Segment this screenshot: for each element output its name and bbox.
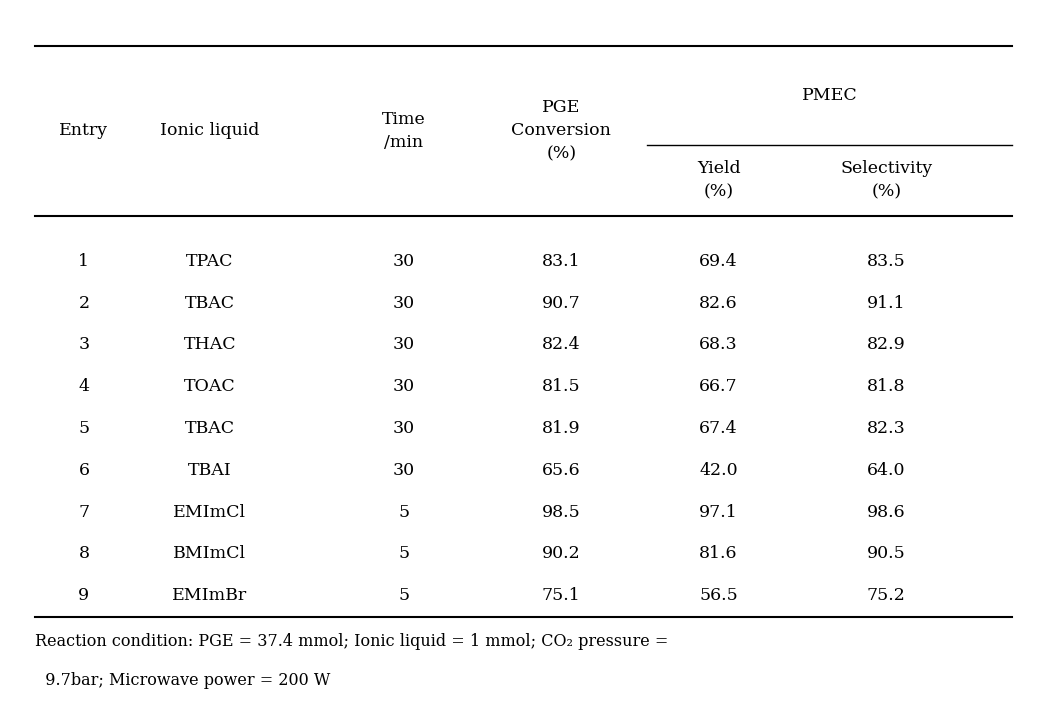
Text: 6: 6: [79, 462, 89, 479]
Text: 82.6: 82.6: [700, 295, 737, 312]
Text: 5: 5: [399, 587, 409, 604]
Text: TBAI: TBAI: [188, 462, 232, 479]
Text: Reaction condition: PGE = 37.4 mmol; Ionic liquid = 1 mmol; CO₂ pressure =: Reaction condition: PGE = 37.4 mmol; Ion…: [35, 633, 668, 650]
Text: Ionic liquid: Ionic liquid: [160, 122, 259, 139]
Text: 42.0: 42.0: [700, 462, 737, 479]
Text: 7: 7: [79, 503, 89, 520]
Text: 5: 5: [399, 503, 409, 520]
Text: 90.7: 90.7: [542, 295, 580, 312]
Text: 9: 9: [79, 587, 89, 604]
Text: 64.0: 64.0: [868, 462, 905, 479]
Text: 90.5: 90.5: [868, 545, 905, 562]
Text: 75.2: 75.2: [866, 587, 906, 604]
Text: TOAC: TOAC: [184, 378, 236, 395]
Text: 81.5: 81.5: [542, 378, 580, 395]
Text: 83.5: 83.5: [868, 253, 905, 270]
Text: 67.4: 67.4: [700, 420, 737, 437]
Text: 81.6: 81.6: [700, 545, 737, 562]
Text: Entry: Entry: [60, 122, 108, 139]
Text: 1: 1: [79, 253, 89, 270]
Text: 91.1: 91.1: [868, 295, 905, 312]
Text: 98.5: 98.5: [542, 503, 580, 520]
Text: 75.1: 75.1: [542, 587, 580, 604]
Text: Yield
(%): Yield (%): [697, 160, 741, 201]
Text: 3: 3: [79, 337, 89, 354]
Text: 4: 4: [79, 378, 89, 395]
Text: 65.6: 65.6: [542, 462, 580, 479]
Text: 82.9: 82.9: [868, 337, 905, 354]
Text: 30: 30: [392, 378, 415, 395]
Text: 5: 5: [399, 545, 409, 562]
Text: THAC: THAC: [184, 337, 236, 354]
Text: TPAC: TPAC: [186, 253, 234, 270]
Text: 97.1: 97.1: [700, 503, 737, 520]
Text: 8: 8: [79, 545, 89, 562]
Text: EMImBr: EMImBr: [172, 587, 248, 604]
Text: BMImCl: BMImCl: [173, 545, 247, 562]
Text: 30: 30: [392, 253, 415, 270]
Text: 30: 30: [392, 420, 415, 437]
Text: 69.4: 69.4: [700, 253, 737, 270]
Text: 81.8: 81.8: [868, 378, 905, 395]
Text: 66.7: 66.7: [700, 378, 737, 395]
Text: 98.6: 98.6: [868, 503, 905, 520]
Text: 5: 5: [79, 420, 89, 437]
Text: PGE
Conversion
(%): PGE Conversion (%): [511, 99, 612, 163]
Text: 83.1: 83.1: [542, 253, 580, 270]
Text: EMImCl: EMImCl: [173, 503, 247, 520]
Text: 9.7bar; Microwave power = 200 W: 9.7bar; Microwave power = 200 W: [35, 672, 330, 689]
Text: PMEC: PMEC: [801, 87, 858, 104]
Text: 30: 30: [392, 337, 415, 354]
Text: 82.4: 82.4: [542, 337, 580, 354]
Text: 30: 30: [392, 462, 415, 479]
Text: 30: 30: [392, 295, 415, 312]
Text: Selectivity
(%): Selectivity (%): [840, 160, 933, 201]
Text: TBAC: TBAC: [185, 420, 235, 437]
Text: TBAC: TBAC: [185, 295, 235, 312]
Text: 90.2: 90.2: [542, 545, 580, 562]
Text: 2: 2: [79, 295, 89, 312]
Text: 68.3: 68.3: [700, 337, 737, 354]
Text: 81.9: 81.9: [542, 420, 580, 437]
Text: Time
/min: Time /min: [382, 110, 426, 151]
Text: 82.3: 82.3: [868, 420, 905, 437]
Text: 56.5: 56.5: [700, 587, 737, 604]
